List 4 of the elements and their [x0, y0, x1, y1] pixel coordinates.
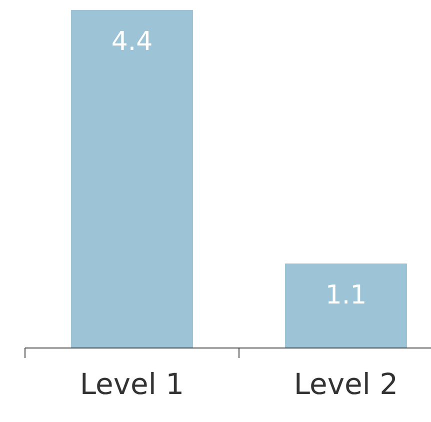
data-label: 4.4	[111, 27, 153, 57]
data-label: 1.1	[325, 280, 367, 310]
x-tick-label: Level 2	[294, 367, 398, 401]
x-tick-label: Level 1	[80, 367, 184, 401]
